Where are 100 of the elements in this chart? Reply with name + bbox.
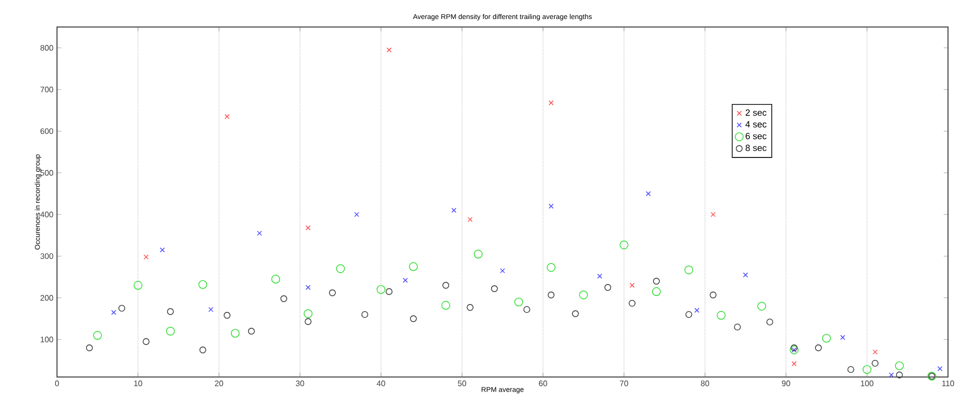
point [548, 100, 554, 106]
point [815, 344, 822, 352]
point [474, 250, 483, 258]
legend-label: 2 sec [746, 109, 766, 116]
point [409, 262, 418, 271]
point [142, 338, 150, 345]
point [716, 310, 726, 320]
point [790, 344, 798, 352]
point [630, 282, 635, 288]
point [685, 311, 692, 318]
point [652, 287, 661, 296]
y-tick-label: 500 [40, 170, 54, 176]
point [271, 274, 280, 284]
point [888, 372, 894, 378]
point [604, 284, 612, 291]
point [386, 288, 393, 295]
point [248, 328, 255, 335]
x-tick-label: 80 [700, 380, 710, 386]
point [646, 191, 651, 196]
x-tick-label: 70 [620, 380, 628, 386]
point [937, 366, 942, 372]
x-tick-label: 10 [134, 380, 142, 386]
y-tick-label: 800 [40, 45, 54, 51]
point [386, 47, 392, 52]
point [256, 230, 262, 236]
point [376, 285, 386, 294]
x-tick-label: 20 [214, 380, 224, 386]
point [597, 274, 602, 279]
point [757, 302, 766, 311]
legend-label: 8 sec [746, 144, 766, 152]
point [304, 309, 313, 318]
point [208, 306, 214, 312]
x-tick-label: 30 [296, 380, 304, 386]
point [93, 330, 102, 340]
point [620, 240, 628, 250]
point [491, 285, 498, 292]
legend-label: 6 sec [746, 132, 766, 140]
point [86, 344, 93, 352]
point [710, 212, 716, 218]
point [118, 304, 126, 312]
point [694, 308, 700, 313]
point [792, 361, 797, 366]
point [840, 334, 846, 340]
point [548, 204, 554, 209]
point [354, 212, 360, 218]
point [306, 225, 311, 230]
point [872, 349, 878, 355]
y-tick-label: 600 [40, 128, 54, 134]
point [548, 292, 555, 298]
point [167, 308, 174, 315]
point [862, 365, 872, 374]
point [304, 318, 312, 325]
y-tick-label: 300 [40, 253, 54, 259]
point [306, 284, 311, 290]
point [111, 310, 116, 315]
point [442, 282, 450, 289]
point [523, 306, 530, 313]
point [199, 346, 206, 354]
point [742, 272, 748, 278]
point [224, 312, 231, 319]
point [451, 208, 456, 213]
point [653, 278, 660, 285]
point [628, 300, 636, 307]
point [684, 266, 694, 274]
x-tick-label: 60 [538, 380, 548, 386]
point [134, 280, 142, 290]
point [822, 334, 831, 343]
point [579, 290, 588, 300]
point [410, 315, 417, 322]
point [166, 326, 175, 336]
legend-label: 4 sec [745, 121, 766, 128]
point [230, 328, 240, 338]
point [466, 304, 474, 311]
point [144, 254, 149, 260]
point [500, 268, 506, 274]
x-tick-label: 110 [942, 380, 954, 386]
point [361, 311, 368, 318]
point [896, 372, 903, 378]
y-tick-label: 700 [40, 86, 54, 92]
point [336, 264, 345, 274]
point [546, 263, 556, 272]
x-tick-label: 100 [860, 380, 874, 386]
y-tick-label: 100 [40, 336, 54, 342]
point [198, 280, 208, 289]
x-tick-label: 0 [55, 380, 59, 386]
x-tick-label: 90 [782, 380, 790, 386]
point [224, 114, 230, 120]
point [895, 361, 904, 370]
point [514, 298, 524, 306]
point [160, 247, 165, 252]
point [441, 300, 450, 310]
point [734, 324, 741, 330]
x-tick-label: 50 [458, 380, 466, 386]
y-tick-label: 200 [40, 295, 54, 301]
point [847, 366, 854, 373]
point [468, 216, 473, 222]
point [402, 278, 408, 283]
point [872, 360, 879, 367]
x-tick-label: 40 [376, 380, 386, 386]
point [710, 292, 717, 298]
